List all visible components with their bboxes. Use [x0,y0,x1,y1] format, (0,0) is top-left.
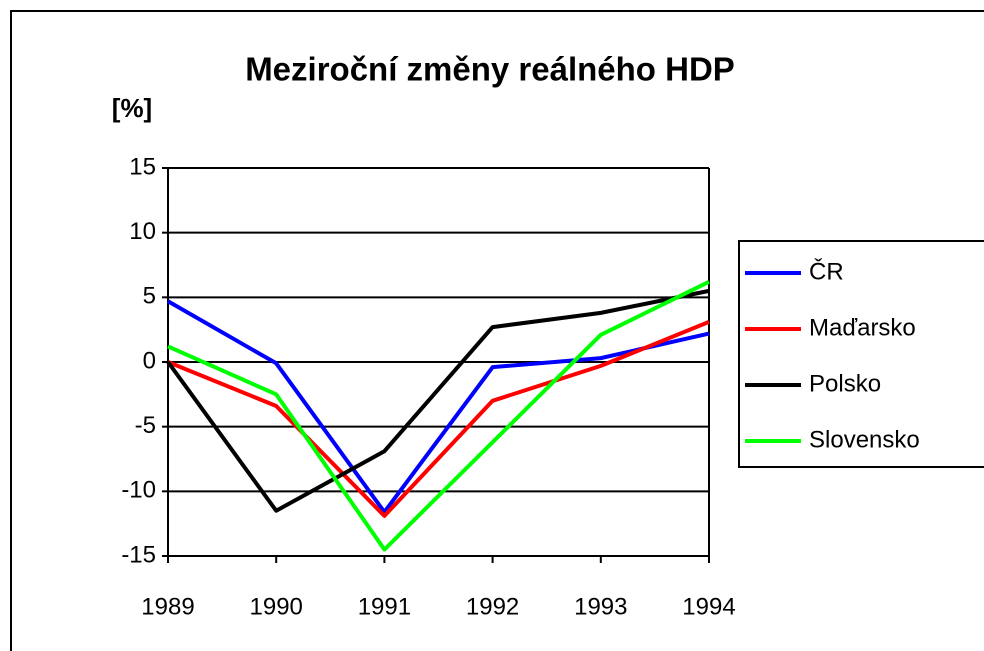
legend-label: Polsko [809,370,881,397]
x-tick-label: 1990 [250,593,303,620]
x-tick-label: 1993 [574,593,627,620]
y-axis-label: [%] [112,93,152,123]
legend-label: Slovensko [809,426,920,453]
series-line [167,320,710,518]
x-tick-label: 1991 [358,593,411,620]
legend-box [738,240,984,468]
y-tick-label: 5 [143,283,156,310]
legend-label: ČR [809,257,844,285]
chart-title: Meziroční změny reálného HDP [245,51,735,88]
y-tick-label: 10 [129,218,156,245]
y-tick-label: 0 [143,347,156,374]
series-line [167,280,710,552]
chart-frame [10,10,984,651]
x-tick-label: 1989 [141,593,194,620]
x-tick-label: 1992 [466,593,519,620]
series-line [166,288,710,513]
y-tick-label: -15 [121,541,156,568]
series-line [167,299,710,515]
x-tick-label: 1994 [682,593,735,620]
y-tick-label: 15 [129,153,156,180]
y-tick-label: -10 [121,477,156,504]
y-tick-label: -5 [135,412,156,439]
legend-label: Maďarsko [809,314,916,341]
